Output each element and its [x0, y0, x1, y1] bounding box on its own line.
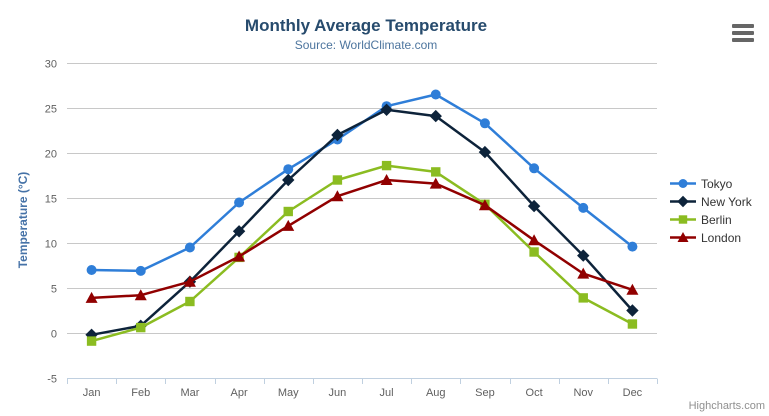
- data-point-london-may[interactable]: [282, 219, 295, 231]
- data-point-new-york-dec[interactable]: [626, 304, 639, 317]
- legend-item-tokyo[interactable]: Tokyo: [670, 176, 752, 191]
- data-point-tokyo-mar[interactable]: [184, 242, 195, 253]
- data-point-berlin-aug[interactable]: [431, 167, 441, 177]
- x-axis-label: Jan: [83, 387, 101, 399]
- data-point-london-jun[interactable]: [331, 190, 344, 202]
- data-point-new-york-nov[interactable]: [577, 249, 590, 262]
- data-point-tokyo-sep[interactable]: [479, 118, 490, 129]
- y-axis-label: 20: [45, 149, 57, 161]
- data-point-london-aug[interactable]: [429, 177, 442, 189]
- data-point-berlin-oct[interactable]: [529, 247, 539, 257]
- legend-symbol-tokyo: [678, 179, 688, 188]
- y-axis-label: -5: [47, 374, 57, 386]
- legend-symbol-new-york: [677, 195, 689, 208]
- y-axis-label: 10: [45, 239, 57, 251]
- data-point-london-oct[interactable]: [528, 234, 541, 246]
- london-legend-marker-icon: [670, 232, 696, 242]
- menu-bar-top: [732, 24, 754, 28]
- new-york-legend-marker-icon: [670, 195, 696, 208]
- series-line-london: [90, 178, 634, 300]
- x-axis-label: Jun: [329, 387, 347, 399]
- legend-label-london: London: [701, 230, 742, 245]
- data-point-new-york-apr[interactable]: [232, 225, 246, 238]
- data-point-new-york-jul[interactable]: [380, 103, 393, 116]
- data-point-london-nov[interactable]: [577, 267, 590, 279]
- data-point-new-york-may[interactable]: [282, 173, 295, 187]
- legend-symbol-london: [677, 232, 689, 242]
- data-point-new-york-jun[interactable]: [331, 128, 344, 142]
- series-line-berlin: [90, 164, 634, 343]
- chart-subtitle: Source: WorldClimate.com: [294, 38, 438, 52]
- legend-label-new-york: New York: [701, 194, 752, 209]
- chart-title: Monthly Average Temperature: [244, 16, 488, 35]
- data-point-london-apr[interactable]: [233, 250, 246, 262]
- legend-label-berlin: Berlin: [701, 212, 732, 227]
- data-point-tokyo-feb[interactable]: [135, 265, 146, 276]
- data-point-berlin-nov[interactable]: [578, 293, 588, 303]
- legend: Tokyo New York Berlin London: [670, 176, 752, 245]
- y-axis-title: Temperature (°C): [16, 172, 30, 269]
- menu-bar-middle: [732, 31, 754, 35]
- data-point-berlin-dec[interactable]: [627, 319, 638, 329]
- data-point-london-jan[interactable]: [85, 291, 98, 303]
- x-axis-label: Oct: [526, 387, 543, 399]
- data-point-berlin-jul[interactable]: [381, 160, 392, 171]
- tokyo-legend-marker-icon: [670, 179, 696, 188]
- data-point-tokyo-may[interactable]: [283, 164, 294, 175]
- data-point-tokyo-aug[interactable]: [430, 89, 441, 100]
- data-point-new-york-aug[interactable]: [429, 109, 442, 123]
- data-point-berlin-mar[interactable]: [185, 296, 195, 307]
- x-axis-label: May: [278, 387, 299, 399]
- data-point-london-feb[interactable]: [134, 289, 147, 301]
- x-axis-label: Dec: [623, 387, 643, 399]
- series-line-tokyo: [90, 93, 634, 273]
- data-point-berlin-jun[interactable]: [332, 175, 343, 185]
- data-point-tokyo-oct[interactable]: [529, 163, 540, 174]
- y-axis-label: 30: [45, 59, 57, 71]
- menu-bar-bottom: [732, 38, 754, 42]
- x-axis-label: Apr: [231, 387, 248, 399]
- berlin-legend-marker-icon: [670, 215, 696, 224]
- data-point-tokyo-dec[interactable]: [627, 241, 638, 252]
- credits-link[interactable]: Highcharts.com: [688, 400, 765, 412]
- legend-label-tokyo: Tokyo: [701, 176, 733, 191]
- data-point-london-jul[interactable]: [380, 174, 393, 185]
- data-point-tokyo-apr[interactable]: [234, 197, 245, 208]
- y-axis-label: 15: [45, 194, 57, 206]
- legend-symbol-berlin: [678, 215, 688, 224]
- data-point-tokyo-nov[interactable]: [578, 202, 589, 213]
- data-point-tokyo-jan[interactable]: [86, 265, 97, 275]
- x-axis-label: Mar: [180, 387, 199, 399]
- data-point-london-sep[interactable]: [478, 199, 491, 211]
- y-axis-label: 5: [51, 284, 57, 296]
- x-axis-label: Feb: [131, 387, 150, 399]
- y-axis-label: 25: [45, 104, 57, 116]
- data-point-new-york-sep[interactable]: [478, 145, 492, 159]
- legend-item-new-york[interactable]: New York: [670, 194, 752, 209]
- x-axis-label: Aug: [426, 387, 446, 399]
- data-point-berlin-feb[interactable]: [136, 322, 146, 333]
- data-point-berlin-jan[interactable]: [86, 336, 97, 346]
- data-point-london-mar[interactable]: [183, 275, 196, 287]
- x-axis-label: Sep: [475, 387, 495, 399]
- series-line-new-york: [90, 108, 634, 337]
- data-point-new-york-oct[interactable]: [527, 199, 541, 213]
- data-point-berlin-may[interactable]: [283, 206, 293, 217]
- x-axis-label: Jul: [380, 387, 394, 399]
- y-axis-label: 0: [51, 329, 57, 341]
- legend-item-berlin[interactable]: Berlin: [670, 212, 752, 227]
- x-axis-label: Nov: [573, 387, 593, 399]
- hamburger-menu-icon[interactable]: [729, 22, 757, 44]
- legend-item-london[interactable]: London: [670, 230, 752, 245]
- data-point-london-dec[interactable]: [626, 283, 639, 295]
